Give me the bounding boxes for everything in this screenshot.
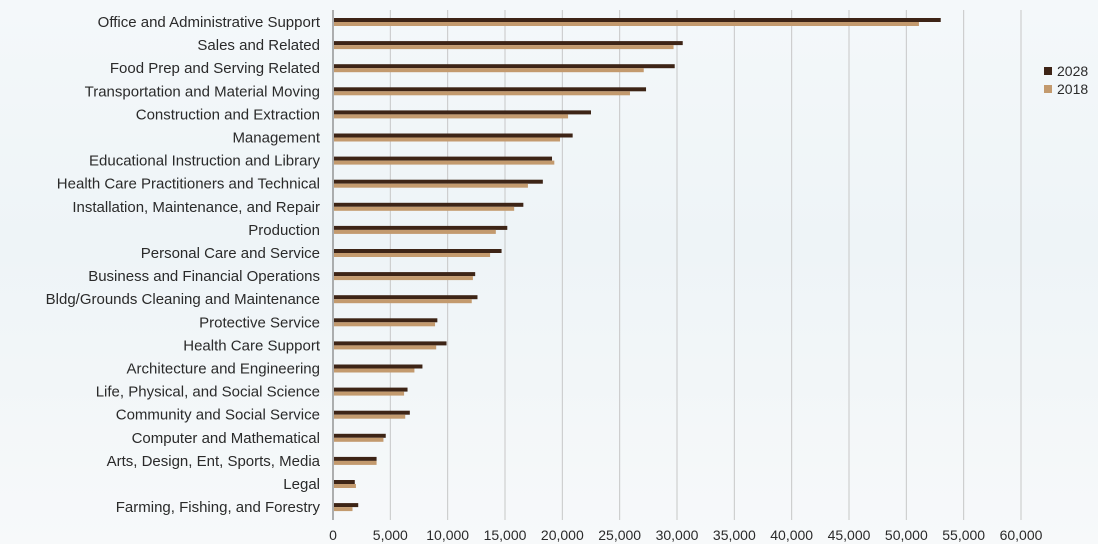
category-label: Life, Physical, and Social Science	[96, 384, 320, 401]
bar-2018	[334, 206, 515, 211]
category-label: Installation, Maintenance, and Repair	[72, 199, 320, 216]
x-tick-label: 35,000	[713, 527, 756, 543]
category-label: Arts, Design, Ent, Sports, Media	[107, 453, 321, 470]
bar-2018	[334, 137, 561, 142]
bar-2028	[334, 179, 543, 184]
bar-2018	[334, 368, 415, 373]
category-label: Construction and Extraction	[136, 106, 320, 123]
category-label: Community and Social Service	[116, 407, 320, 424]
category-label: Legal	[283, 476, 320, 493]
category-label: Protective Service	[199, 314, 320, 331]
x-tick-label: 30,000	[656, 527, 699, 543]
category-label: Business and Financial Operations	[88, 268, 320, 285]
x-tick-label: 50,000	[885, 527, 928, 543]
category-label: Personal Care and Service	[141, 245, 320, 262]
bar-2028	[334, 110, 591, 115]
bar-2028	[334, 364, 423, 369]
category-label: Sales and Related	[197, 37, 320, 54]
bar-2028	[334, 41, 683, 46]
bar-2018	[334, 345, 437, 350]
category-label: Management	[232, 130, 320, 147]
bar-2028	[334, 156, 553, 161]
bar-2028	[334, 433, 386, 438]
bar-2018	[334, 160, 555, 165]
bar-2028	[334, 318, 438, 323]
category-label: Production	[248, 222, 320, 239]
bar-2028	[334, 341, 447, 346]
x-tick-label: 45,000	[828, 527, 871, 543]
bar-2028	[334, 387, 408, 392]
x-tick-label: 60,000	[1000, 527, 1043, 543]
bar-2018	[334, 460, 377, 465]
category-label: Farming, Fishing, and Forestry	[116, 499, 321, 516]
bar-2018	[334, 414, 406, 419]
bar-2028	[334, 503, 359, 508]
bar-2028	[334, 272, 476, 277]
bar-2028	[334, 18, 941, 22]
x-tick-label: 25,000	[598, 527, 641, 543]
bar-2018	[334, 253, 491, 257]
x-tick-label: 5,000	[373, 527, 408, 543]
bar-2028	[334, 480, 355, 484]
bar-2018	[334, 276, 473, 281]
bar-2028	[334, 456, 377, 461]
category-label: Health Care Practitioners and Technical	[57, 176, 320, 193]
category-label: Bldg/Grounds Cleaning and Maintenance	[46, 291, 320, 308]
bar-2018	[334, 391, 405, 396]
legend-label: 2018	[1057, 81, 1088, 97]
category-label: Educational Instruction and Library	[89, 153, 320, 170]
bar-2018	[334, 45, 674, 50]
legend-label: 2028	[1057, 63, 1088, 79]
bar-2028	[334, 225, 508, 230]
x-tick-label: 10,000	[426, 527, 469, 543]
category-label: Transportation and Material Moving	[85, 83, 320, 100]
category-label: Architecture and Engineering	[127, 361, 320, 378]
bar-2028	[334, 133, 573, 138]
bar-2018	[334, 229, 496, 234]
bar-2018	[334, 299, 472, 304]
category-label: Computer and Mathematical	[132, 430, 320, 447]
bar-2018	[334, 183, 528, 188]
x-tick-label: 15,000	[484, 527, 527, 543]
bar-2028	[334, 249, 502, 253]
category-label: Office and Administrative Support	[98, 14, 321, 31]
bar-2028	[334, 87, 647, 92]
bar-2018	[334, 507, 353, 512]
bar-2028	[334, 295, 478, 300]
bar-2018	[334, 91, 630, 96]
x-tick-label: 20,000	[541, 527, 584, 543]
bar-2018	[334, 437, 384, 442]
x-tick-label: 55,000	[942, 527, 985, 543]
category-label: Health Care Support	[183, 337, 321, 354]
bar-2018	[334, 322, 436, 327]
bar-2028	[334, 410, 410, 415]
legend-swatch	[1044, 85, 1052, 93]
bar-2028	[334, 64, 675, 69]
bar-2018	[334, 114, 569, 119]
bar-2018	[334, 68, 644, 73]
bar-2018	[334, 484, 356, 488]
category-label: Food Prep and Serving Related	[110, 60, 320, 77]
legend-swatch	[1044, 67, 1052, 75]
x-tick-label: 40,000	[770, 527, 813, 543]
bar-2028	[334, 202, 524, 207]
x-tick-label: 0	[329, 527, 337, 543]
bar-2018	[334, 22, 919, 26]
